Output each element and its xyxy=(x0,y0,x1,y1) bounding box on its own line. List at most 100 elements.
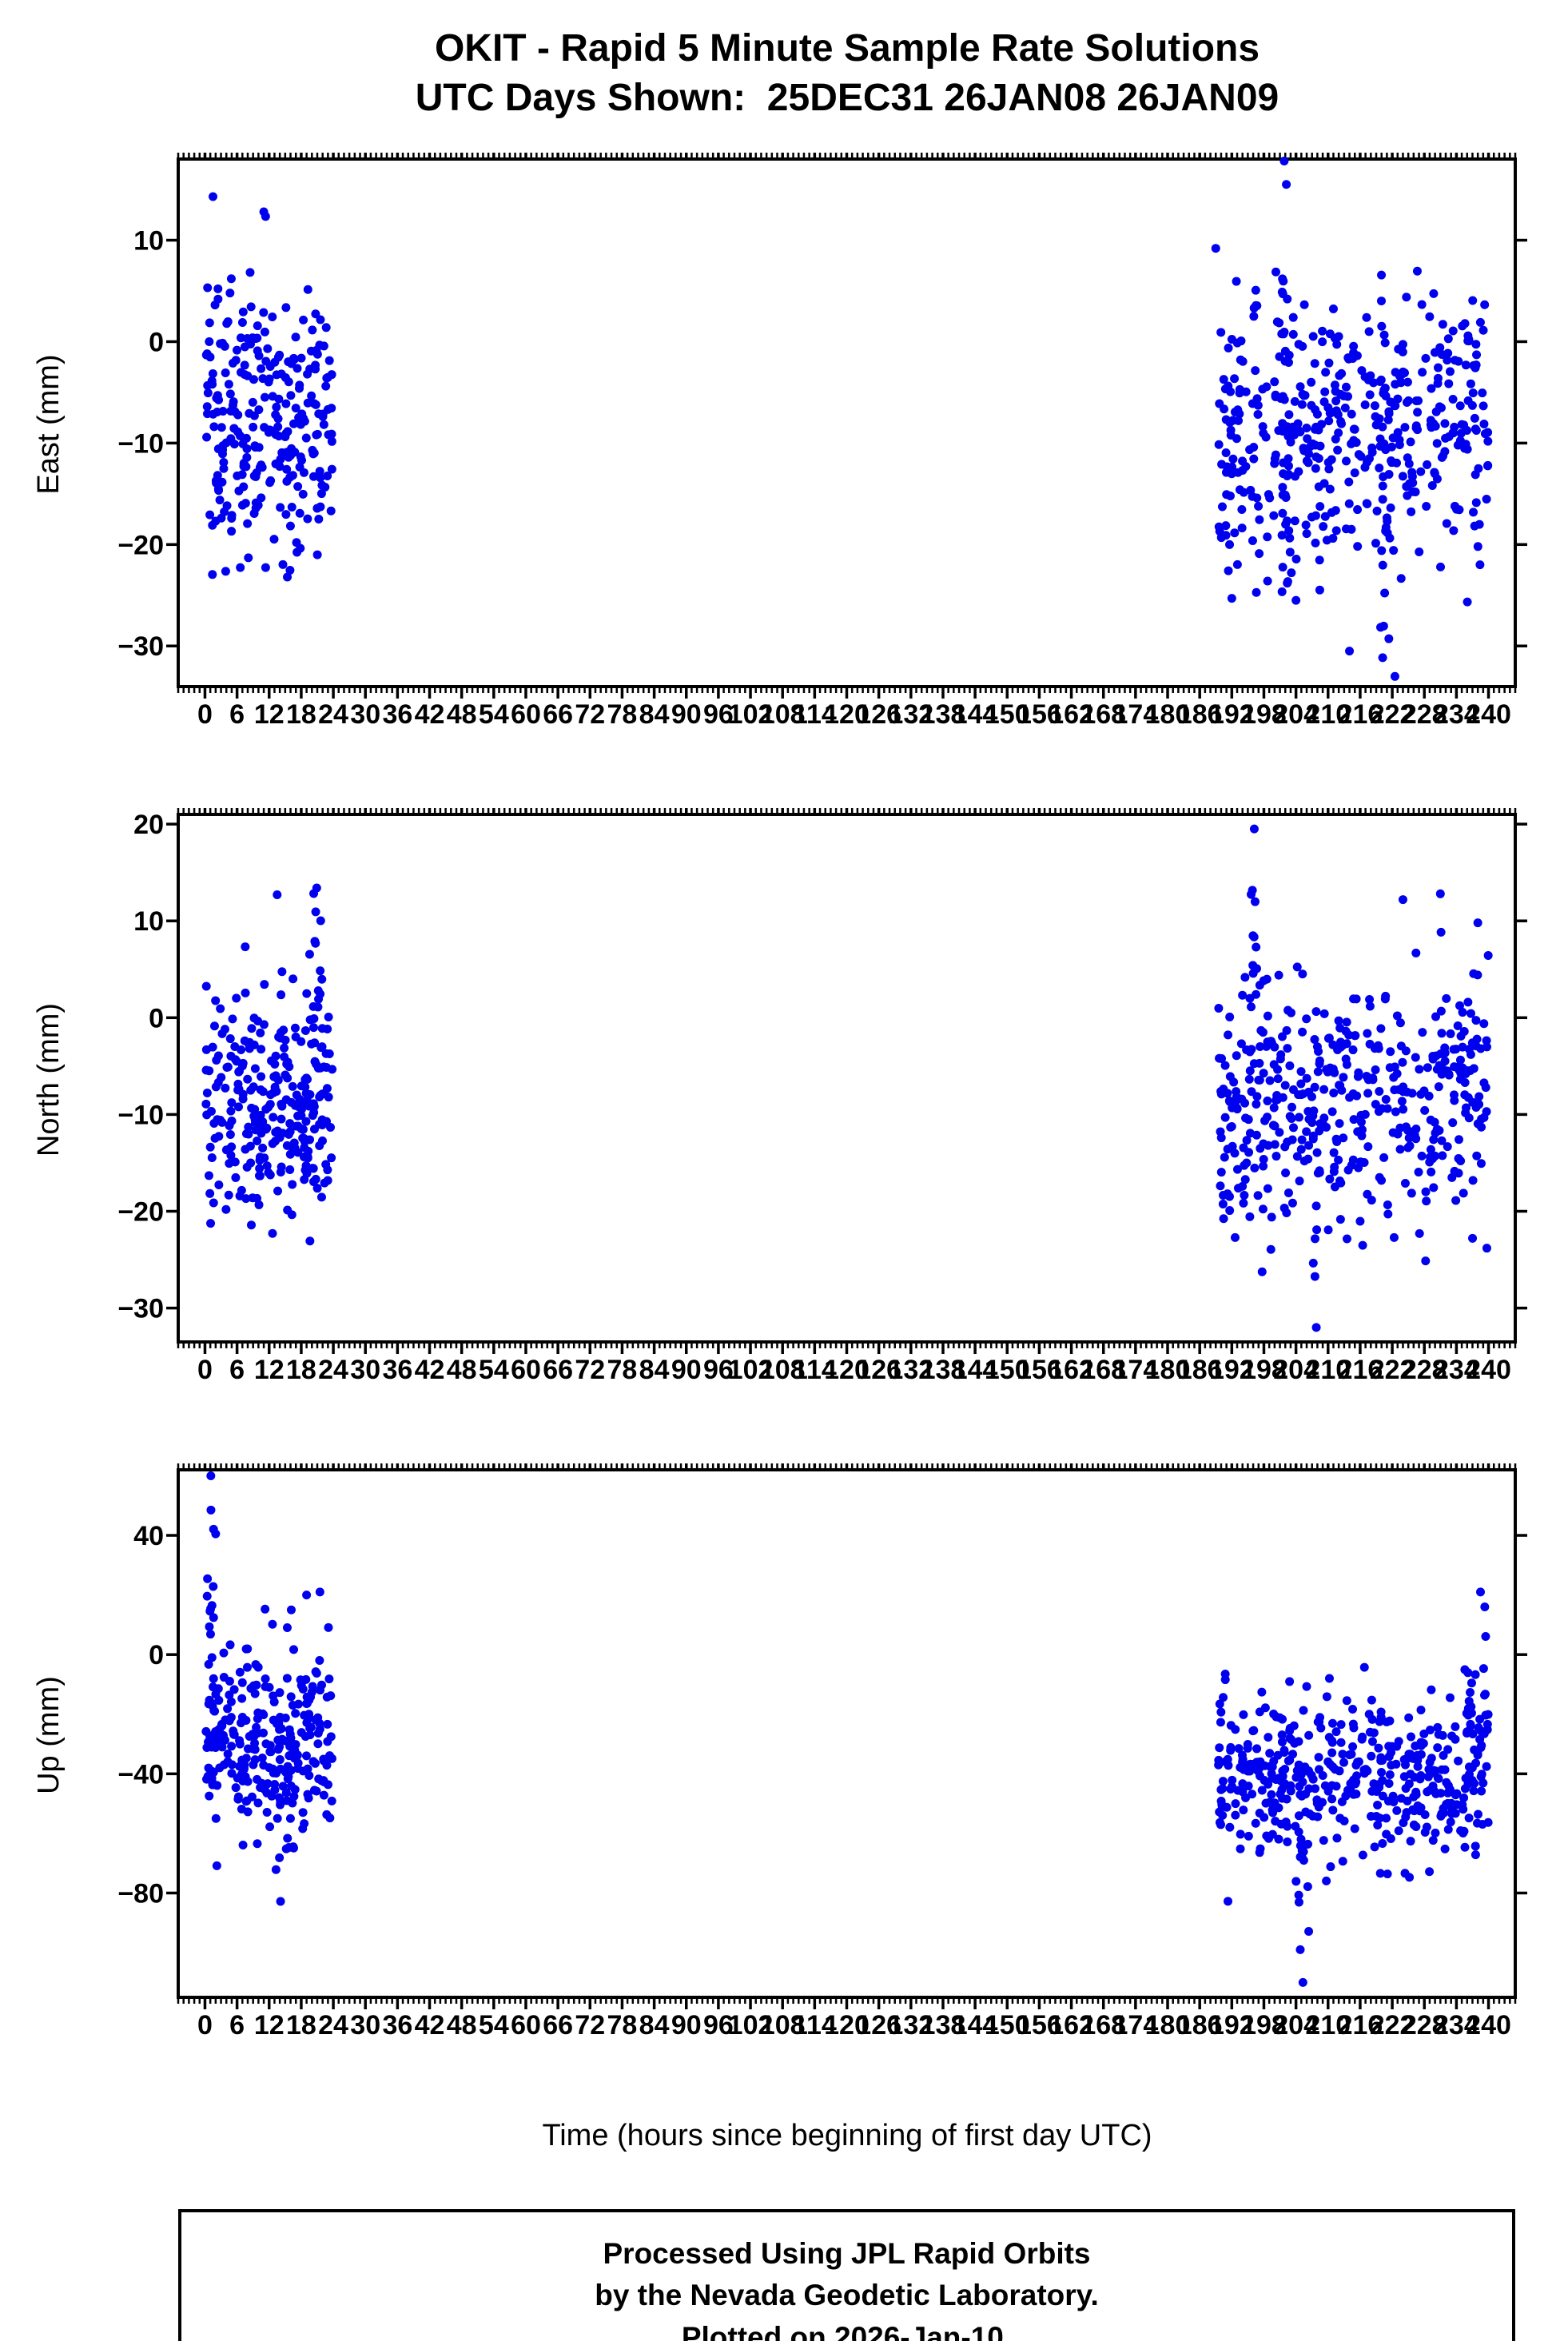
data-point xyxy=(225,1676,234,1686)
data-point xyxy=(303,1764,312,1774)
data-point xyxy=(1272,1151,1281,1161)
x-tick-label: 186 xyxy=(1177,1355,1223,1383)
data-point xyxy=(1345,646,1355,655)
data-point xyxy=(1483,950,1493,960)
data-point xyxy=(1284,350,1294,360)
data-point xyxy=(1379,472,1388,481)
data-point xyxy=(1383,528,1392,537)
data-point xyxy=(1263,1184,1272,1193)
x-tick-label: 240 xyxy=(1466,2010,1511,2039)
data-point xyxy=(281,1095,291,1105)
data-point xyxy=(1377,546,1387,555)
data-point xyxy=(1244,1074,1254,1084)
data-point xyxy=(1321,368,1331,377)
data-point xyxy=(227,1116,237,1125)
data-point xyxy=(237,368,246,377)
x-tick-label: 162 xyxy=(1049,2010,1094,2039)
x-tick-label: 174 xyxy=(1113,1355,1159,1383)
data-point xyxy=(229,396,238,406)
data-point xyxy=(1416,467,1426,476)
data-point xyxy=(1270,1140,1279,1149)
data-point xyxy=(1327,1718,1337,1728)
data-point xyxy=(1376,1707,1386,1717)
data-point xyxy=(321,1062,331,1072)
data-point xyxy=(253,1136,262,1145)
data-point xyxy=(1337,368,1347,378)
data-point xyxy=(1287,1102,1296,1112)
data-point xyxy=(253,333,262,343)
data-point xyxy=(1367,1695,1376,1705)
data-point xyxy=(205,1629,215,1638)
data-point xyxy=(1434,1081,1443,1091)
data-point xyxy=(201,1045,211,1054)
data-point xyxy=(273,1735,283,1745)
data-point xyxy=(1249,1726,1259,1735)
data-point xyxy=(1437,1069,1447,1079)
data-point xyxy=(1236,1039,1246,1049)
data-point xyxy=(315,340,324,349)
data-point xyxy=(1314,1802,1323,1812)
data-point xyxy=(1416,1705,1426,1714)
data-point xyxy=(1477,1122,1486,1132)
data-point xyxy=(1302,423,1311,432)
data-point xyxy=(314,514,324,524)
data-point xyxy=(1248,969,1258,978)
data-point xyxy=(1259,1154,1268,1164)
data-point xyxy=(1283,576,1292,586)
data-point xyxy=(1396,377,1406,387)
data-point xyxy=(207,376,217,385)
data-point xyxy=(312,430,321,440)
x-tick-label: 168 xyxy=(1080,2010,1126,2039)
data-point xyxy=(301,1117,311,1126)
data-point xyxy=(263,344,273,353)
x-tick-label: 216 xyxy=(1338,1355,1383,1383)
data-point xyxy=(1447,1172,1457,1182)
data-point xyxy=(1389,545,1399,555)
x-tick-label: 0 xyxy=(197,2010,213,2039)
data-point xyxy=(234,1066,244,1076)
data-point xyxy=(288,470,297,480)
data-point xyxy=(1283,1137,1292,1147)
data-point xyxy=(226,434,236,444)
data-point xyxy=(1216,1718,1225,1727)
data-point xyxy=(235,1736,245,1746)
data-point xyxy=(1350,468,1359,477)
data-point xyxy=(255,1164,265,1173)
data-point xyxy=(254,351,264,360)
data-point xyxy=(1294,1897,1303,1907)
data-point xyxy=(1448,394,1458,404)
data-point xyxy=(1236,355,1245,364)
data-point xyxy=(1393,394,1403,404)
data-point xyxy=(1310,1272,1319,1281)
data-point xyxy=(1231,1725,1240,1734)
data-point xyxy=(1380,588,1390,598)
data-point xyxy=(291,332,300,342)
data-point xyxy=(1220,1113,1230,1122)
data-point xyxy=(1371,538,1380,547)
x-tick-label: 6 xyxy=(229,2010,245,2039)
data-point xyxy=(245,1731,254,1741)
data-point xyxy=(1453,1021,1463,1030)
data-point xyxy=(228,358,237,368)
data-point xyxy=(208,1778,217,1787)
data-point xyxy=(285,521,295,531)
data-point xyxy=(1328,1806,1338,1815)
data-point xyxy=(1477,1786,1486,1796)
data-point xyxy=(1478,1663,1488,1673)
data-point xyxy=(285,1730,295,1739)
data-point xyxy=(208,570,217,579)
data-point xyxy=(254,404,264,414)
data-point xyxy=(1331,1726,1341,1736)
data-point xyxy=(1263,1096,1272,1105)
data-point xyxy=(319,1756,328,1766)
data-point xyxy=(1290,516,1299,526)
data-point xyxy=(223,1749,233,1758)
data-point xyxy=(295,380,304,390)
data-point xyxy=(1240,1190,1249,1200)
data-point xyxy=(204,1171,213,1180)
data-point xyxy=(303,514,312,524)
data-point xyxy=(1313,1717,1323,1726)
data-point xyxy=(1264,1141,1273,1150)
data-point xyxy=(1379,439,1389,448)
data-point xyxy=(1403,1143,1413,1153)
